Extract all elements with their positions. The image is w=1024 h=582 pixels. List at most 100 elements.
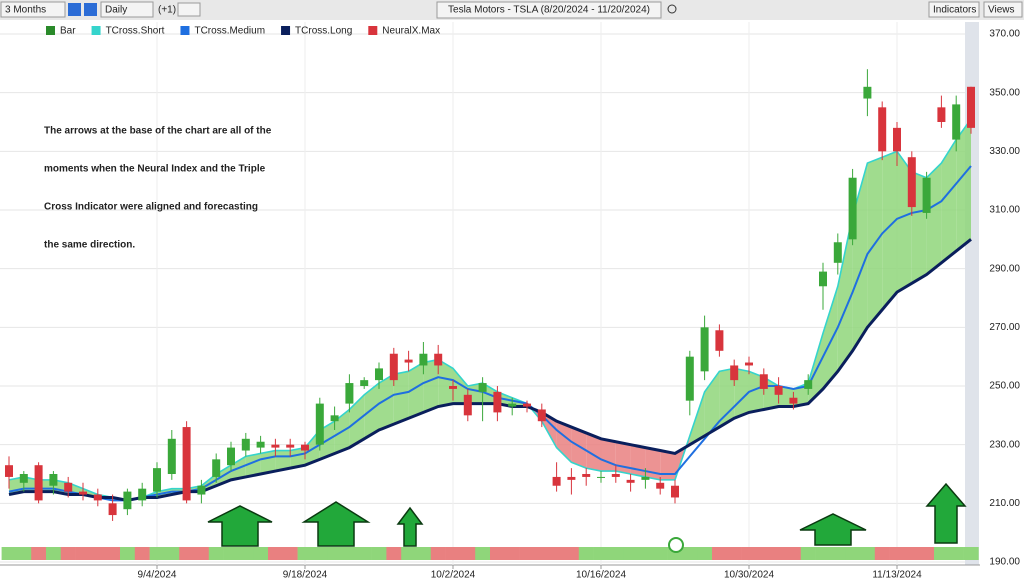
candle-body: [449, 386, 457, 389]
candle-body: [715, 330, 724, 351]
candle-body: [49, 474, 58, 486]
arrow: [925, 482, 967, 544]
neural-strip: [786, 547, 802, 560]
neural-strip: [356, 547, 372, 560]
annotation: The arrows at the base of the chart are …: [44, 126, 272, 137]
candle-body: [434, 353, 443, 366]
indicators-button[interactable]: [928, 1, 980, 18]
y-tick-label: 230.00: [989, 439, 1020, 450]
candle-body: [108, 503, 117, 516]
candle-body: [256, 441, 265, 448]
neural-strip: [16, 547, 32, 560]
neural-strip: [179, 547, 195, 560]
neural-strip: [60, 547, 76, 560]
neural-strip: [208, 547, 224, 560]
legend-label: TCross.Short: [106, 26, 165, 37]
neural-strip: [386, 547, 402, 560]
y-tick-label: 350.00: [989, 87, 1020, 98]
candle-body: [685, 356, 694, 401]
symbol-box[interactable]: [436, 1, 662, 19]
candle-body: [375, 368, 383, 381]
neural-strip: [312, 547, 328, 560]
offset-text: (+1): [158, 5, 176, 16]
candle-body: [730, 365, 739, 381]
y-tick-label: 210.00: [989, 498, 1020, 509]
legend-label: Bar: [60, 26, 76, 37]
y-tick-label: 250.00: [989, 381, 1020, 392]
cross-band: [438, 359, 453, 407]
candle-body: [64, 482, 73, 492]
candle-body: [79, 491, 87, 495]
neural-strip: [860, 547, 876, 560]
legend-label: TCross.Medium: [194, 26, 265, 37]
candle-body: [523, 403, 531, 407]
cross-band: [956, 119, 971, 252]
candle-body: [804, 380, 813, 389]
neural-strip: [682, 547, 698, 560]
zoom-out[interactable]: [84, 3, 97, 16]
neural-strip: [268, 547, 284, 560]
candle-body: [952, 104, 961, 140]
cross-band: [364, 383, 379, 439]
interval-select[interactable]: [100, 1, 154, 18]
candle-body: [389, 353, 398, 381]
neural-strip: [282, 547, 298, 560]
cross-band: [734, 368, 749, 419]
cross-band: [571, 427, 587, 469]
candle-body: [153, 468, 161, 492]
candle-body: [641, 476, 650, 480]
candle-body: [656, 482, 665, 489]
cross-band: [660, 450, 675, 480]
candle-body: [848, 177, 857, 240]
candle-body: [123, 491, 132, 510]
arrow: [207, 505, 273, 547]
candle-body: [937, 107, 946, 122]
x-tick-label: 9/4/2024: [138, 570, 177, 581]
neural-strip: [800, 547, 816, 560]
cross-band: [245, 453, 261, 477]
candle-body: [34, 465, 43, 501]
neural-strip: [889, 547, 905, 560]
neural-strip: [490, 547, 506, 560]
x-tick-label: 10/2/2024: [431, 570, 476, 581]
search-icon[interactable]: [667, 4, 677, 14]
cross-band: [423, 359, 439, 413]
arrow: [301, 501, 371, 547]
views-text: Views: [988, 5, 1015, 16]
neural-strip: [75, 547, 91, 560]
cross-band: [586, 432, 601, 472]
offset-buttons[interactable]: [177, 2, 201, 17]
annotation: Cross Indicator were aligned and forecas…: [44, 202, 258, 213]
candle-body: [833, 242, 842, 263]
neural-strip: [327, 547, 343, 560]
candle-body: [819, 271, 827, 287]
candle-body: [700, 327, 709, 372]
neural-strip: [904, 547, 920, 560]
cross-band: [941, 139, 957, 263]
zoom-in[interactable]: [68, 3, 81, 16]
symbol-text: Tesla Motors - TSLA (8/20/2024 - 11/20/2…: [448, 5, 650, 16]
candle-body: [5, 465, 13, 477]
dividend-icon: [668, 537, 684, 553]
neural-strip: [134, 547, 150, 560]
neural-strip: [223, 547, 239, 560]
views-button[interactable]: [983, 1, 1023, 18]
candle-body: [789, 397, 798, 404]
cross-band: [837, 215, 853, 372]
cross-band: [719, 368, 735, 428]
indicators-text: Indicators: [933, 5, 976, 16]
candle-body: [212, 459, 221, 477]
neural-strip: [623, 547, 639, 560]
legend-label: TCross.Long: [295, 26, 352, 37]
candle-body: [626, 479, 635, 483]
neural-strip: [31, 547, 47, 560]
neural-strip: [342, 547, 358, 560]
x-tick-label: 10/16/2024: [576, 570, 626, 581]
neural-strip: [149, 547, 165, 560]
cross-band: [823, 286, 838, 389]
range-select[interactable]: [0, 1, 66, 18]
cross-band: [556, 421, 572, 463]
indicator-line: [8, 238, 972, 502]
neural-strip: [120, 547, 136, 560]
neural-strip: [46, 547, 62, 560]
